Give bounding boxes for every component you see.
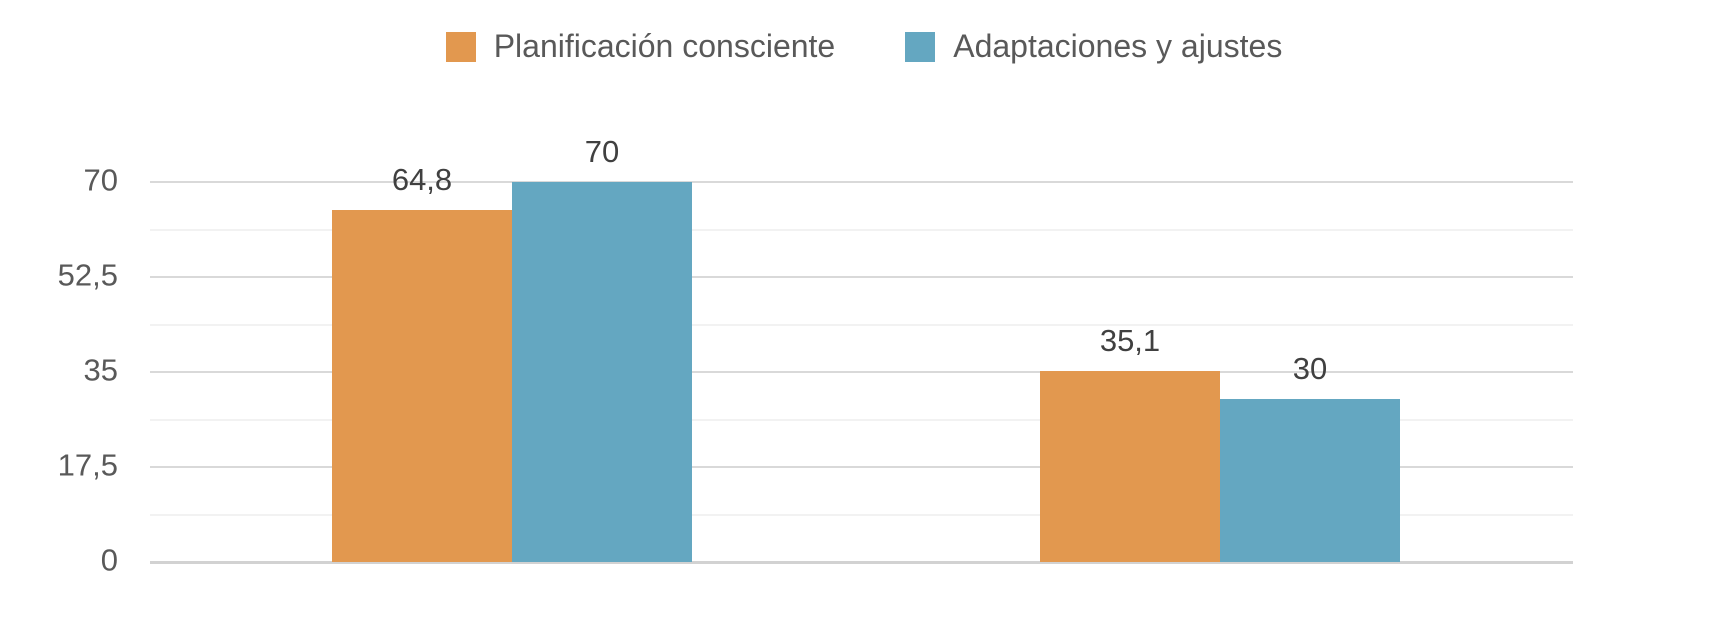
legend: Planificación consciente Adaptaciones y …: [0, 28, 1728, 65]
legend-item-adaptaciones: Adaptaciones y ajustes: [905, 28, 1282, 65]
x-axis-baseline: [150, 561, 1573, 564]
gridline-minor: [150, 228, 1573, 231]
gridline-major: [150, 181, 1573, 183]
bar-value-label: 64,8: [391, 162, 453, 198]
gridline-major: [150, 466, 1573, 468]
legend-label: Planificación consciente: [493, 28, 836, 64]
gridline-minor: [150, 323, 1573, 326]
y-tick-label: 17,5: [57, 447, 118, 483]
y-tick-label: 0: [100, 542, 118, 578]
legend-item-planificacion: Planificación consciente: [445, 28, 836, 65]
legend-swatch-orange-icon: [445, 31, 476, 62]
gridline-minor: [150, 418, 1573, 421]
gridline-minor: [150, 513, 1573, 516]
bar-value-label: 70: [584, 134, 620, 169]
bar-planificacion-group-2: [1040, 371, 1220, 562]
bar-adaptaciones-group-1: [512, 182, 692, 562]
gridline-major: [150, 371, 1573, 373]
gridline-major: [150, 276, 1573, 278]
bar-planificacion-group-1: [332, 210, 512, 562]
bar-value-label: 30: [1292, 351, 1328, 387]
legend-label: Adaptaciones y ajustes: [953, 28, 1283, 64]
bar-value-label: 35,1: [1099, 323, 1161, 359]
plot-area: 64,8 35,1 70 30: [150, 134, 1573, 564]
bar-adaptaciones-group-2: [1220, 399, 1400, 562]
y-tick-label: 35: [83, 352, 118, 388]
y-tick-label: 52,5: [57, 257, 118, 293]
y-tick-label: 70: [83, 162, 118, 198]
legend-swatch-blue-icon: [905, 31, 936, 62]
